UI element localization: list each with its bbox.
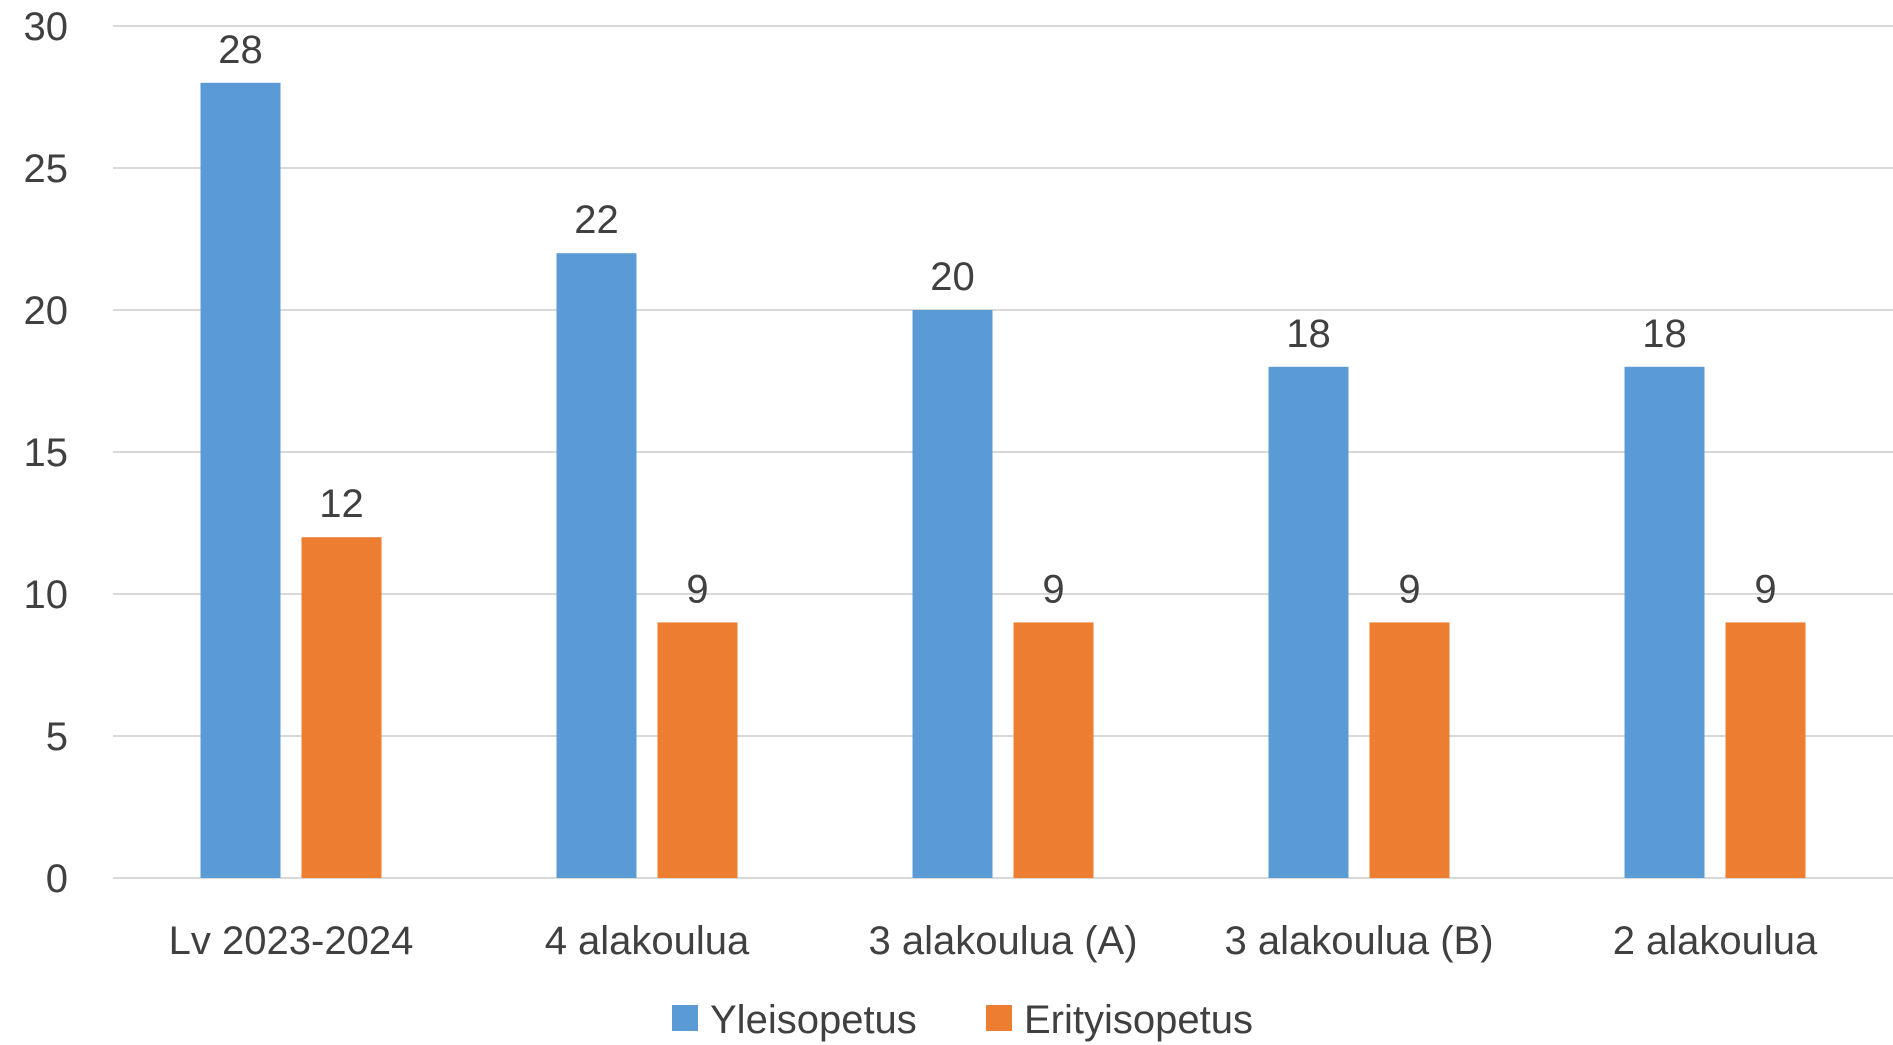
bar-yleisopetus [200, 82, 281, 879]
gridlines [113, 25, 1893, 879]
bar-erityisopetus [1013, 622, 1094, 878]
legend: Yleisopetus Erityisopetus [672, 998, 1253, 1042]
data-label: 20 [930, 255, 975, 299]
legend-label: Yleisopetus [710, 998, 917, 1042]
legend-swatch-yleisopetus [672, 1005, 698, 1031]
y-tick-label: 15 [24, 431, 69, 475]
bar-yleisopetus [1268, 366, 1349, 878]
data-label: 18 [1642, 312, 1687, 356]
data-label: 12 [319, 482, 364, 526]
x-category-label: 3 alakoulua (A) [868, 919, 1137, 963]
data-label: 9 [1754, 567, 1776, 611]
bar-yleisopetus [1624, 366, 1705, 878]
y-tick-label: 25 [24, 147, 69, 191]
data-label: 9 [686, 567, 708, 611]
y-tick-label: 10 [24, 573, 69, 617]
data-label: 9 [1042, 567, 1064, 611]
x-category-label: Lv 2023-2024 [169, 919, 414, 963]
bar-erityisopetus [1369, 622, 1450, 878]
x-category-label: 2 alakoulua [1613, 919, 1818, 963]
data-label: 18 [1286, 312, 1331, 356]
bars [200, 82, 1806, 879]
bar-yleisopetus [912, 310, 993, 878]
y-tick-label: 30 [24, 5, 69, 49]
data-labels: 28 12 22 9 20 9 18 9 18 9 [218, 28, 1776, 612]
bar-yleisopetus [556, 253, 637, 878]
data-label: 22 [574, 198, 619, 242]
data-label: 28 [218, 28, 263, 72]
legend-swatch-erityisopetus [986, 1005, 1012, 1031]
bar-erityisopetus [1725, 622, 1806, 878]
x-category-label: 4 alakoulua [545, 919, 750, 963]
bar-erityisopetus [301, 537, 382, 878]
y-axis-tick-labels: 0 5 10 15 20 25 30 [24, 5, 69, 901]
bar-erityisopetus [657, 622, 738, 878]
x-category-label: 3 alakoulua (B) [1224, 919, 1493, 963]
x-axis-category-labels: Lv 2023-2024 4 alakoulua 3 alakoulua (A) 3 … [169, 919, 1818, 963]
y-tick-label: 0 [46, 857, 68, 901]
y-tick-label: 20 [24, 289, 69, 333]
y-tick-label: 5 [46, 715, 68, 759]
data-label: 9 [1398, 567, 1420, 611]
legend-label: Erityisopetus [1024, 998, 1253, 1042]
